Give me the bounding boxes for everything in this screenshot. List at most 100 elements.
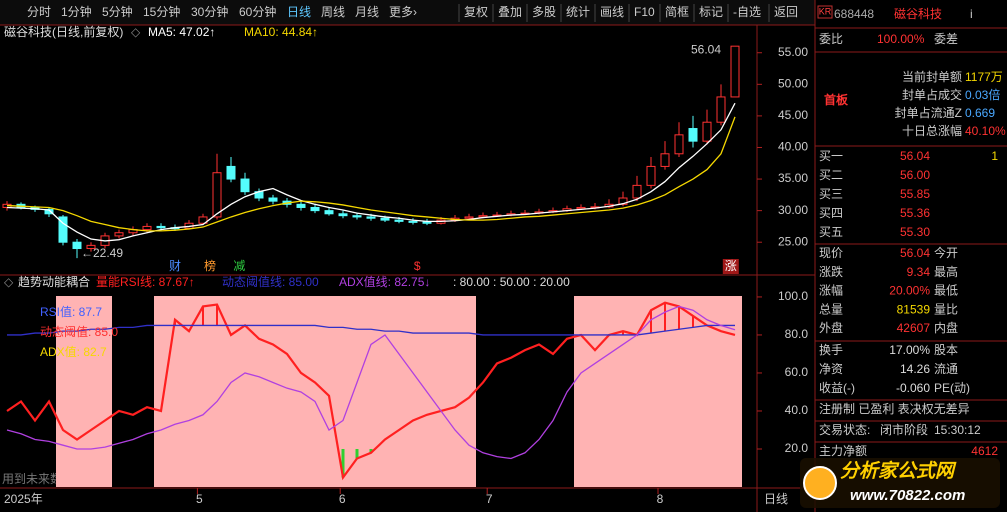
- toolbar-bg: [0, 0, 815, 25]
- y-tick-label: 30.00: [778, 203, 808, 217]
- x-tick-label: 6: [339, 492, 346, 506]
- stat-label: 收益(-): [819, 381, 855, 395]
- toolbar-item[interactable]: 日线: [287, 5, 311, 19]
- toolbar-item[interactable]: F10: [634, 5, 655, 19]
- event-marker: 榜: [204, 258, 216, 273]
- toolbar-item[interactable]: 60分钟: [239, 4, 276, 19]
- toolbar-item[interactable]: 多股: [532, 5, 556, 19]
- toolbar-item[interactable]: 叠加: [498, 5, 522, 19]
- y-tick-label: 40.0: [785, 403, 809, 417]
- toolbar-item[interactable]: 返回: [774, 5, 798, 19]
- legend-entry: 动态阈值线: 85.00: [222, 274, 319, 289]
- status-value: 闭市阶段: [880, 422, 928, 437]
- icon: ◇: [131, 25, 141, 39]
- shaded-range: [154, 296, 476, 487]
- toolbar-item[interactable]: 1分钟: [61, 4, 92, 19]
- toolbar-item[interactable]: -自选: [733, 5, 761, 19]
- seal-label: 封单占流通Z: [895, 105, 962, 120]
- stat-label: 股本: [934, 343, 958, 357]
- candle-body: [366, 216, 376, 219]
- seal-label: 当前封单额: [902, 69, 962, 84]
- candle-body: [464, 216, 474, 219]
- x-tick-label: 5: [196, 492, 203, 506]
- bid-label: 买一: [819, 149, 843, 163]
- watermark-logo: [803, 466, 837, 500]
- indicator-line: [7, 324, 735, 336]
- toolbar-item[interactable]: 5分钟: [102, 4, 133, 19]
- stat-label: 外盘: [819, 320, 843, 335]
- inline-legend: RSI值: 87.7: [40, 304, 102, 319]
- toolbar-item[interactable]: 15分钟: [143, 4, 180, 19]
- flags: 注册制 已盈利 表决权无差异: [819, 401, 970, 416]
- toolbar-item[interactable]: 月线: [355, 5, 379, 19]
- bid-price: 55.30: [900, 225, 930, 239]
- y-tick-label: 25.00: [778, 234, 808, 248]
- candle-body: [352, 215, 362, 218]
- toolbar-item[interactable]: 画线: [600, 5, 624, 19]
- candle-body: [394, 219, 404, 222]
- stat-label: PE(动): [934, 381, 970, 395]
- seal-value: 40.10%: [965, 124, 1006, 138]
- candle-body: [86, 244, 96, 250]
- ma-line: [6, 102, 736, 242]
- seal-label: 十日总涨幅: [902, 123, 962, 138]
- x-tick-label: 8: [657, 492, 664, 506]
- stat-value: -0.060: [896, 381, 930, 395]
- event-marker: 财: [169, 259, 181, 273]
- indicator-line: [6, 305, 736, 460]
- market-badge: [817, 5, 833, 19]
- x-tick-label: 7: [486, 492, 493, 506]
- candle-body: [338, 213, 348, 217]
- toolbar-item[interactable]: 统计: [566, 5, 590, 19]
- year-label: 2025年: [4, 492, 43, 506]
- candle-body: [730, 45, 740, 98]
- inline-legend: ADX值: 82.7: [40, 344, 107, 359]
- candle-body: [72, 241, 82, 250]
- candle-body: [58, 216, 68, 243]
- stat-label: 现价: [819, 246, 843, 260]
- candle-body: [422, 221, 432, 224]
- watermark-title: 分析家公式网: [840, 460, 957, 482]
- toolbar-item[interactable]: 30分钟: [191, 4, 228, 19]
- shaded-range: [574, 296, 742, 487]
- legend-entry: MA10: 44.84↑: [244, 25, 318, 39]
- toolbar-item[interactable]: 分时: [27, 5, 51, 19]
- bid-volume: 1: [991, 149, 998, 163]
- toolbar-item[interactable]: 周线: [321, 5, 345, 19]
- legend-entry: ADX值线: 82.75↓: [339, 274, 430, 289]
- y-tick-label: 20.0: [785, 441, 809, 455]
- candle-body: [156, 225, 166, 229]
- stat-value: 14.26: [900, 362, 930, 376]
- toolbar-item[interactable]: 复权: [464, 5, 488, 19]
- indicator-title: 趋势动能耦合: [18, 274, 90, 289]
- y-tick-label: 60.0: [785, 365, 809, 379]
- y-tick-label: 100.0: [778, 289, 808, 303]
- info: i: [970, 7, 973, 21]
- bid-price: 55.36: [900, 206, 930, 220]
- stat-label: 涨幅: [819, 283, 843, 298]
- candle-body: [380, 217, 390, 221]
- candle-body: [296, 203, 306, 208]
- watermark-bg: [800, 458, 1000, 508]
- toolbar-item[interactable]: 简框: [665, 5, 689, 19]
- candle-body: [212, 172, 222, 218]
- y-tick-label: 55.00: [778, 45, 808, 59]
- toolbar-item[interactable]: 标记: [699, 5, 723, 19]
- stat-value: 9.34: [907, 265, 931, 279]
- candle-body: [268, 197, 278, 202]
- candle-body: [142, 225, 152, 231]
- toolbar-item[interactable]: 更多›: [389, 5, 417, 19]
- legend-entry: MA5: 47.02↑: [148, 25, 215, 39]
- ratio-label: 委比: [819, 32, 843, 46]
- event-marker: $: [414, 259, 421, 273]
- chart-title: 磁谷科技(日线,前复权): [4, 24, 123, 39]
- stat-label: 内盘: [934, 320, 958, 335]
- candle-body: [660, 153, 670, 167]
- event-bg: [722, 259, 739, 274]
- status-label: 交易状态:: [819, 422, 870, 437]
- stat-value: 20.00%: [889, 284, 930, 298]
- flow-value: 4612: [971, 444, 998, 458]
- stat-label: 净资: [819, 362, 843, 376]
- flow-label: 主力净额: [819, 444, 867, 458]
